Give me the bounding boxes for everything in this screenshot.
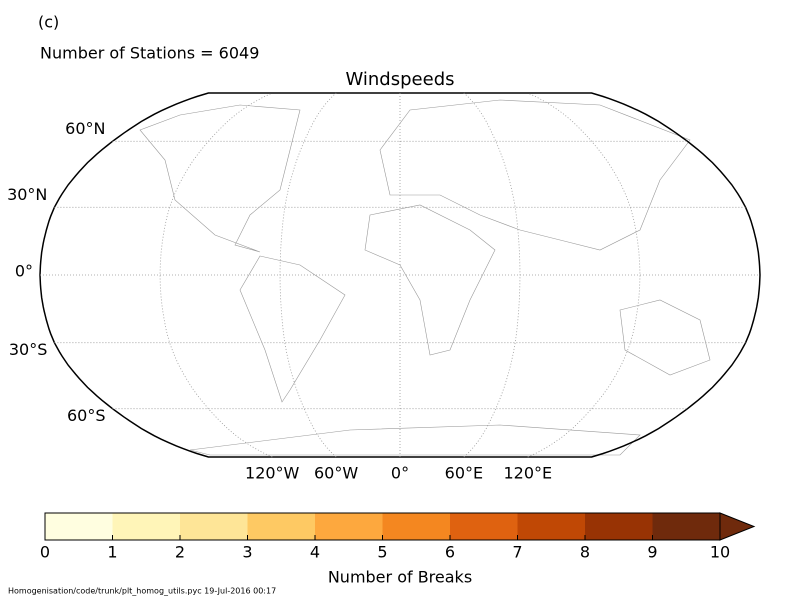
lon-label: 60°E	[445, 464, 483, 483]
colorbar-tick-label: 0	[40, 543, 50, 562]
map-title: Windspeeds	[346, 69, 455, 90]
continents	[139, 99, 711, 456]
colorbar-tick-label: 2	[175, 543, 185, 562]
colorbar-tick-label: 6	[445, 543, 455, 562]
meridian	[527, 92, 641, 458]
lat-label: 30°S	[9, 340, 48, 359]
lat-label: 60°S	[67, 406, 106, 425]
meridian	[159, 92, 273, 458]
lon-label: 0°	[391, 464, 409, 483]
colorbar-cell	[450, 513, 518, 540]
land	[139, 104, 301, 253]
lon-label: 120°E	[503, 464, 552, 483]
colorbar-tick-label: 4	[310, 543, 320, 562]
lat-label: 0°	[15, 262, 33, 281]
colorbar-cell	[517, 513, 585, 540]
colorbar-extend	[719, 512, 756, 541]
subtitle: Number of Stations = 6049	[40, 44, 259, 63]
colorbar-tick-label: 9	[647, 543, 657, 562]
meridian	[463, 92, 521, 458]
panel-label: (c)	[38, 13, 59, 32]
land	[239, 255, 346, 403]
land	[364, 204, 496, 356]
colorbar-tick-label: 8	[580, 543, 590, 562]
colorbar-label: Number of Breaks	[328, 568, 472, 587]
colorbar-tick-label: 7	[512, 543, 522, 562]
colorbar-tick-label: 10	[710, 543, 730, 562]
colorbar-cell	[45, 513, 113, 540]
colorbar-cell	[315, 513, 383, 540]
meridian	[279, 92, 337, 458]
colorbar-tick-label: 3	[242, 543, 252, 562]
land	[189, 424, 641, 456]
colorbar-cell	[247, 513, 315, 540]
colorbar-cell	[585, 513, 653, 540]
colorbar-cell	[180, 513, 248, 540]
colorbar-cell	[382, 513, 450, 540]
lon-label: 60°W	[314, 464, 358, 483]
colorbar-tick-label: 1	[107, 543, 117, 562]
colorbar-cell	[112, 513, 180, 540]
footer: Homogenisation/code/trunk/plt_homog_util…	[8, 587, 276, 596]
colorbar-tick-label: 5	[377, 543, 387, 562]
map-boundary	[39, 92, 761, 458]
lon-label: 120°W	[245, 464, 300, 483]
land	[619, 299, 711, 376]
lat-label: 30°N	[7, 185, 47, 204]
lat-label: 60°N	[65, 119, 105, 138]
land	[379, 99, 691, 251]
colorbar-cell	[652, 513, 720, 540]
